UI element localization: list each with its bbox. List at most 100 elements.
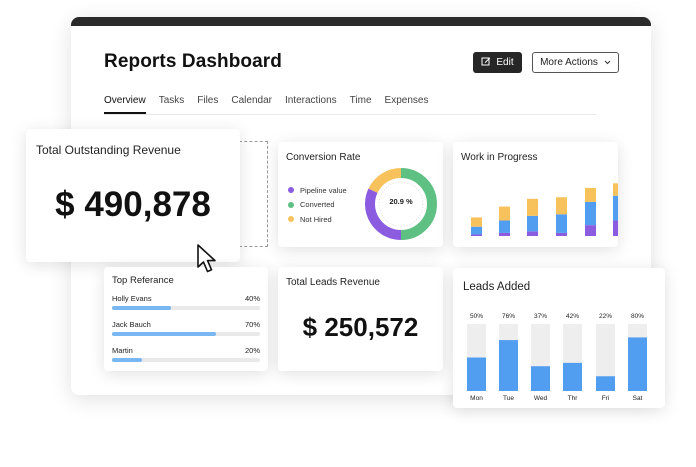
leads-bar (628, 337, 647, 391)
leads-bar-value-label: 76% (502, 313, 515, 320)
leads-bar (563, 362, 582, 391)
tab-files[interactable]: Files (197, 95, 219, 106)
wip-bar-segment (613, 183, 618, 196)
wip-bar-segment (499, 206, 510, 221)
legend-item-pipeline: Pipeline value (288, 183, 347, 198)
chevron-down-icon (604, 57, 611, 68)
conversion-rate-title: Conversion Rate (286, 152, 361, 163)
leads-bar-category-label: Wed (534, 395, 548, 402)
donut-inner-ring (378, 181, 424, 227)
legend-item-converted: Converted (288, 198, 347, 213)
legend-dot-pipeline (288, 187, 294, 194)
legend-dot-not-hired (288, 216, 294, 223)
legend-label-converted: Converted (300, 200, 335, 210)
leads-bar-category-label: Mon (470, 395, 483, 402)
leads-bar (531, 366, 550, 391)
ref-name: Martin (112, 346, 133, 355)
top-reference-card[interactable]: Top Referance Holly Evans 40% Jack Bauch… (104, 267, 268, 371)
wip-bar-segment (613, 220, 618, 236)
leads-bar-category-label: Sat (633, 395, 643, 402)
leads-revenue-title: Total Leads Revenue (286, 277, 380, 288)
edit-button[interactable]: Edit (473, 52, 522, 73)
conversion-legend: Pipeline value Converted Not Hired (288, 183, 347, 227)
legend-dot-converted (288, 201, 294, 208)
wip-bar-segment (527, 198, 538, 216)
leads-bar-value-label: 50% (470, 313, 483, 320)
work-in-progress-chart (471, 183, 618, 236)
tab-bar: Overview Tasks Files Calendar Interactio… (104, 95, 441, 114)
leads-revenue-card[interactable]: Total Leads Revenue $ 250,572 (278, 267, 443, 371)
work-in-progress-card[interactable]: Work in Progress (453, 142, 618, 247)
donut-slice-not-hired (368, 168, 402, 194)
ref-percent: 20% (244, 346, 260, 355)
work-in-progress-title: Work in Progress (461, 152, 538, 163)
wip-bar-segment (499, 232, 510, 236)
window-title-bar (71, 17, 651, 26)
wip-bar-segment (556, 214, 567, 233)
wip-bar-segment (556, 232, 567, 236)
ref-progress-track (112, 306, 260, 310)
wip-bar-segment (585, 225, 596, 236)
ref-progress-fill (112, 358, 142, 362)
ref-progress-fill (112, 332, 216, 336)
leads-added-chart: 50% Mon 76% Tue 37% Wed 42% Thr 22% Fri 80% Sat (467, 313, 647, 402)
more-actions-label: More Actions (540, 57, 598, 68)
wip-bar-segment (527, 231, 538, 236)
top-reference-title: Top Referance (112, 275, 174, 286)
drop-placeholder (239, 141, 268, 247)
legend-item-not-hired: Not Hired (288, 212, 347, 227)
leads-bar-value-label: 80% (631, 313, 644, 320)
conversion-rate-card[interactable]: Conversion Rate Pipeline value Converted… (278, 142, 443, 247)
ref-name: Holly Evans (112, 294, 152, 303)
wip-bar-segment (585, 187, 596, 202)
leads-bar-category-label: Thr (568, 395, 579, 402)
tab-tasks[interactable]: Tasks (158, 95, 185, 106)
wip-bar-segment (527, 215, 538, 232)
outstanding-revenue-card[interactable]: Total Outstanding Revenue $ 490,878 (26, 129, 240, 262)
wip-bar-segment (613, 195, 618, 221)
ref-progress-track (112, 332, 260, 336)
wip-bar-segment (556, 197, 567, 215)
tab-calendar[interactable]: Calendar (231, 95, 272, 106)
wip-bar-segment (585, 201, 596, 226)
ref-progress-track (112, 358, 260, 362)
leads-bar-value-label: 42% (566, 313, 579, 320)
leads-bar (467, 357, 486, 391)
wip-bar-segment (499, 220, 510, 233)
legend-label-pipeline: Pipeline value (300, 185, 347, 195)
leads-bar (499, 340, 518, 391)
edit-icon (481, 56, 491, 69)
leads-revenue-value: $ 250,572 (302, 312, 419, 342)
outstanding-revenue-title: Total Outstanding Revenue (36, 143, 181, 157)
tab-divider (104, 114, 596, 115)
leads-bar-value-label: 37% (534, 313, 547, 320)
donut-center-label: 20.9 % (389, 197, 413, 206)
wip-bar-segment (471, 226, 482, 235)
tab-interactions[interactable]: Interactions (284, 95, 337, 106)
ref-percent: 40% (244, 294, 260, 303)
page-title: Reports Dashboard (104, 51, 283, 72)
leads-bar-category-label: Fri (602, 395, 610, 402)
leads-added-card[interactable]: Leads Added 50% Mon 76% Tue 37% Wed 42% Thr 22% F… (453, 268, 665, 408)
ref-name: Jack Bauch (112, 320, 151, 329)
legend-label-not-hired: Not Hired (300, 214, 332, 224)
donut-slice-pipeline-value (365, 188, 402, 240)
wip-bar-segment (471, 217, 482, 227)
leads-bar-category-label: Tue (503, 395, 514, 402)
tab-expenses[interactable]: Expenses (384, 95, 429, 106)
leads-bar-track (596, 324, 615, 391)
more-actions-button[interactable]: More Actions (532, 52, 619, 73)
tab-overview[interactable]: Overview (104, 95, 146, 114)
ref-percent: 70% (244, 320, 260, 329)
edit-label: Edit (496, 57, 514, 68)
ref-progress-fill (112, 306, 172, 310)
outstanding-revenue-value: $ 490,878 (55, 185, 211, 224)
conversion-donut-chart (365, 168, 437, 240)
donut-slice-converted (400, 168, 437, 240)
leads-bar (596, 376, 615, 391)
leads-added-title: Leads Added (463, 281, 531, 293)
leads-bar-value-label: 22% (599, 313, 612, 320)
wip-bar-segment (471, 234, 482, 236)
mouse-pointer-icon (197, 244, 216, 273)
tab-time[interactable]: Time (349, 95, 372, 106)
